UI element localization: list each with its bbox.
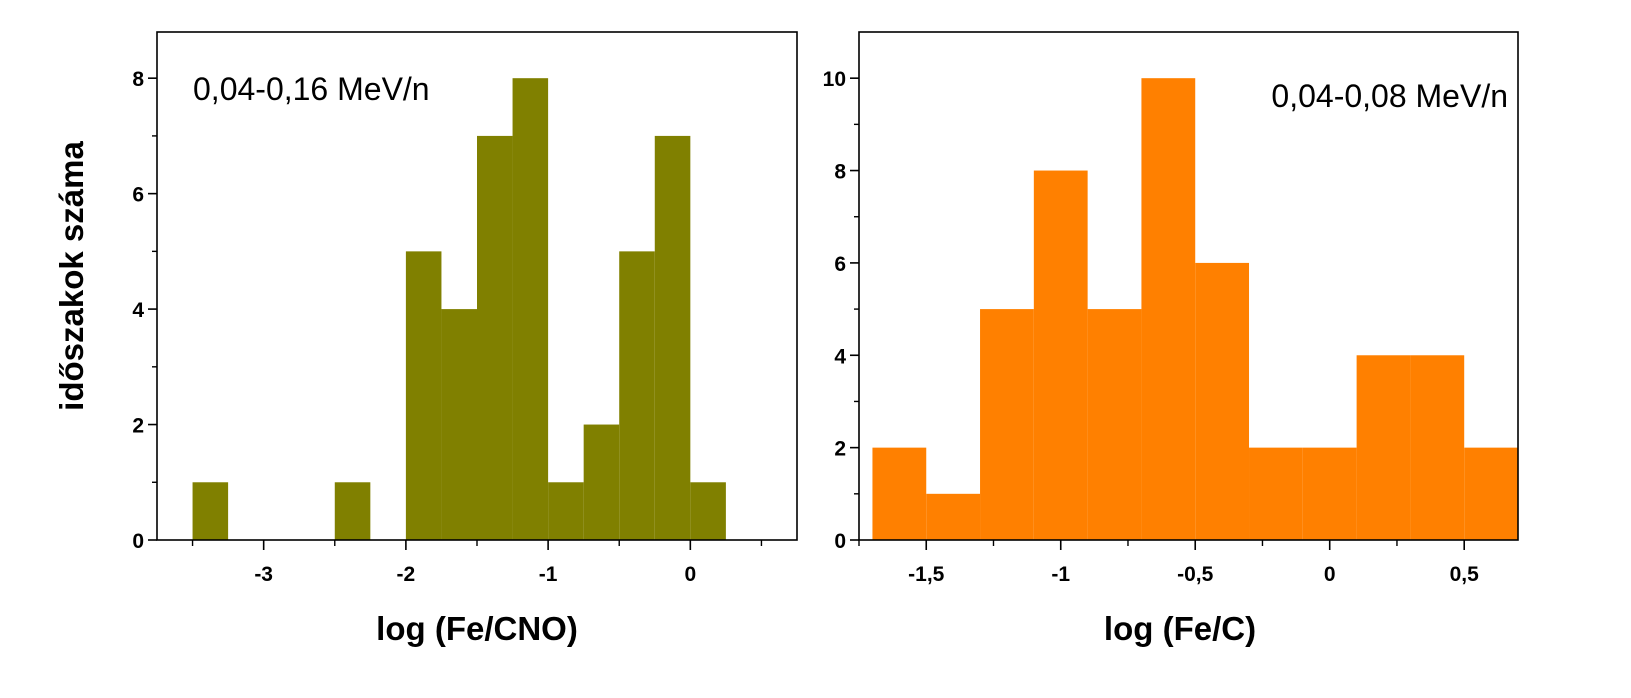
- histogram-bar: [1195, 262, 1250, 540]
- x-tick-label: -3: [254, 563, 273, 586]
- y-tick-label: 0: [834, 530, 846, 553]
- chart-right-fe-c: -1,5 -1 -0,5 0 0,5 0 2 4 6 8 10 0,04-0,08 MeV/n log …: [823, 31, 1519, 647]
- x-tick-label: 0: [1324, 563, 1336, 586]
- x-tick-label: 0,5: [1450, 563, 1480, 586]
- histogram-bar: [477, 135, 513, 540]
- histogram-bar: [334, 482, 371, 540]
- y-tick-label: 6: [132, 184, 144, 207]
- histogram-bar: [1410, 355, 1465, 540]
- x-axis-title: log (Fe/C): [1104, 610, 1256, 647]
- histogram-bar: [441, 309, 477, 540]
- histogram-bar: [1087, 309, 1142, 540]
- histogram-bar: [1302, 447, 1357, 540]
- histogram-bar: [1141, 78, 1196, 540]
- y-axis-title: időszakok száma: [53, 141, 90, 411]
- histogram-bar: [512, 78, 549, 540]
- histogram-bars: [872, 78, 1518, 540]
- histogram-bar: [1249, 447, 1303, 540]
- y-tick-label: 4: [834, 345, 846, 368]
- x-axis-ticks: -3 -2 -1 0: [191, 540, 763, 586]
- x-axis-ticks: -1,5 -1 -0,5 0 0,5: [858, 540, 1480, 586]
- histogram-bar: [926, 493, 981, 540]
- y-axis-ticks: 0 2 4 6 8: [132, 68, 157, 553]
- histogram-bar: [619, 251, 655, 540]
- histogram-bar: [654, 135, 691, 540]
- x-tick-label: -1: [539, 563, 558, 586]
- histogram-bar: [690, 482, 726, 540]
- y-tick-label: 2: [132, 415, 144, 438]
- energy-range-annotation: 0,04-0,16 MeV/n: [193, 71, 430, 107]
- histogram-bar: [1033, 170, 1088, 540]
- y-tick-label: 6: [834, 253, 846, 276]
- x-axis-title: log (Fe/CNO): [376, 610, 578, 647]
- histogram-bar: [980, 309, 1034, 540]
- x-tick-label: 0: [684, 563, 696, 586]
- energy-range-annotation: 0,04-0,08 MeV/n: [1271, 78, 1508, 114]
- plot-frame: [858, 31, 1519, 541]
- y-axis-ticks: 0 2 4 6 8 10: [823, 68, 859, 553]
- y-tick-label: 8: [834, 161, 846, 184]
- histogram-bars: [192, 78, 726, 540]
- y-tick-label: 8: [132, 68, 144, 91]
- chart-left-fe-cno: -3 -2 -1 0 0 2 4 6 8 0,04-0,16 MeV/n log (Fe/CNO): [132, 31, 798, 647]
- histogram-bar: [405, 251, 442, 540]
- histogram-bar: [192, 482, 229, 540]
- y-tick-label: 4: [132, 299, 144, 322]
- histogram-bar: [548, 482, 584, 540]
- x-tick-label: -0,5: [1177, 563, 1214, 586]
- y-tick-label: 2: [834, 438, 846, 461]
- histogram-bar: [1356, 355, 1411, 540]
- histogram-bar: [872, 447, 927, 540]
- x-tick-label: -2: [397, 563, 416, 586]
- x-tick-label: -1,5: [908, 563, 945, 586]
- histogram-bar: [1464, 447, 1518, 540]
- histogram-bar: [583, 424, 620, 540]
- y-tick-label: 10: [823, 68, 846, 91]
- x-tick-label: -1: [1051, 563, 1070, 586]
- y-tick-label: 0: [132, 530, 144, 553]
